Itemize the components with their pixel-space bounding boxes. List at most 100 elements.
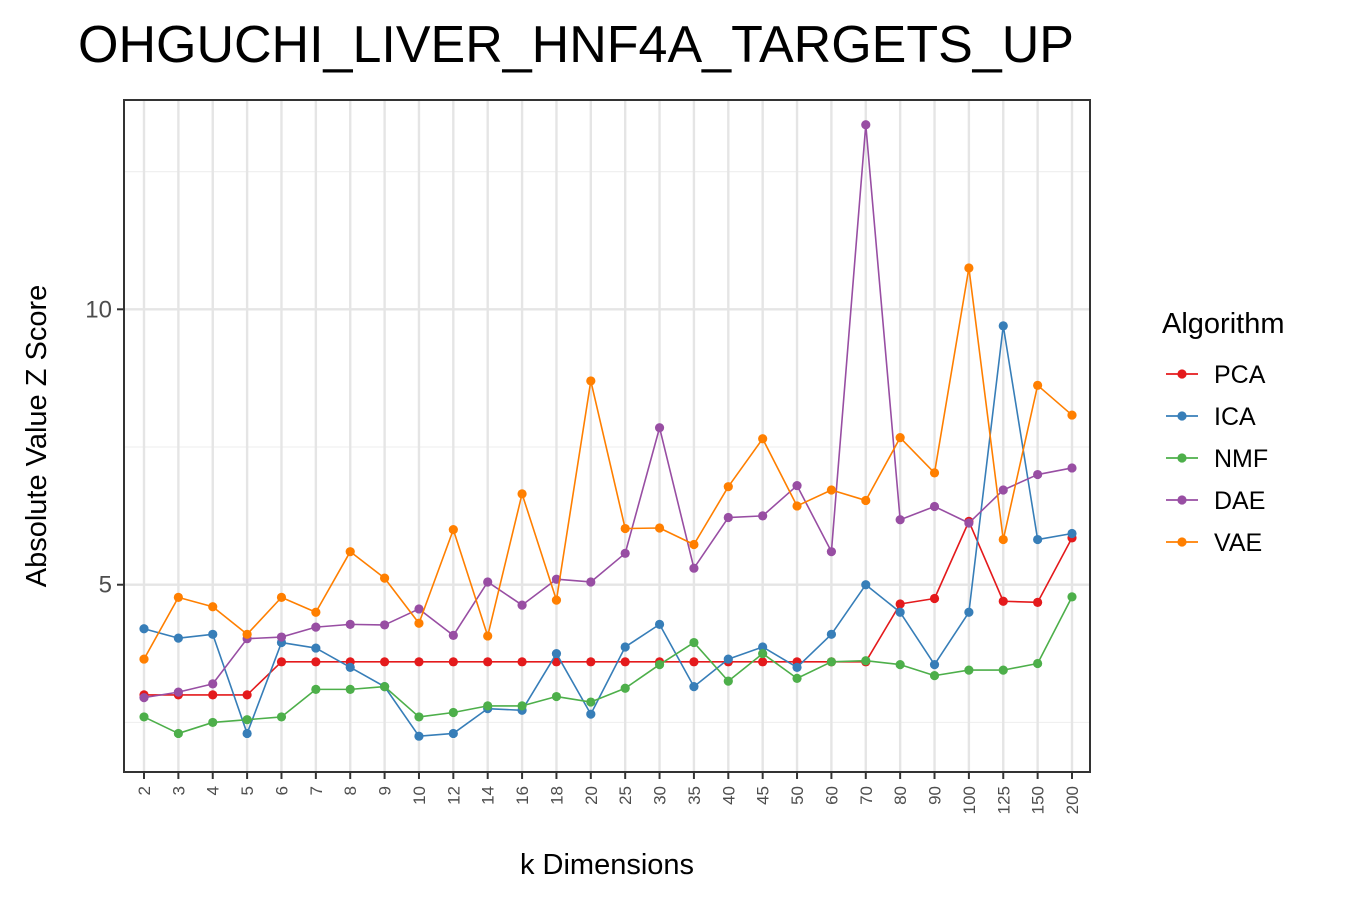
data-point-vae [345, 547, 355, 557]
data-point-dae [620, 548, 630, 558]
data-point-pca [895, 599, 905, 609]
x-tick-label: 2 [135, 786, 154, 795]
data-point-dae [448, 630, 458, 640]
data-point-nmf [792, 673, 802, 683]
x-tick-label: 8 [341, 786, 360, 795]
data-point-vae [242, 629, 252, 639]
data-point-ica [861, 580, 871, 590]
data-point-nmf [654, 659, 665, 670]
data-point-dae [139, 693, 149, 703]
x-tick-label: 50 [788, 786, 807, 805]
data-point-ica [242, 728, 252, 739]
data-point-nmf [276, 712, 287, 722]
legend-key-point [1177, 453, 1187, 463]
series-dae [139, 120, 1077, 703]
data-point-dae [792, 480, 802, 491]
y-tick-label: 10 [85, 296, 112, 323]
series-nmf [139, 592, 1077, 739]
data-point-nmf [345, 684, 355, 694]
x-tick-label: 12 [444, 786, 463, 805]
data-point-vae [654, 523, 665, 533]
data-point-nmf [311, 684, 321, 694]
data-point-nmf [1033, 658, 1043, 669]
data-point-ica [1067, 528, 1077, 539]
x-tick-label: 200 [1063, 786, 1082, 814]
y-axis: 5 10 [85, 296, 124, 599]
data-point-pca [414, 657, 424, 667]
legend-title: Algorithm [1162, 308, 1285, 340]
x-tick-label: 100 [960, 786, 979, 814]
data-point-vae [1067, 410, 1077, 420]
data-point-nmf [242, 715, 252, 725]
data-point-dae [895, 515, 905, 525]
data-point-ica [689, 682, 699, 692]
data-point-ica [723, 654, 733, 664]
data-point-vae [551, 595, 562, 605]
data-point-ica [139, 624, 149, 634]
data-point-pca [586, 657, 596, 667]
series-vae [139, 263, 1077, 664]
data-point-nmf [517, 701, 527, 711]
data-point-ica [792, 662, 802, 672]
x-tick-label: 40 [719, 786, 738, 805]
data-point-dae [826, 547, 837, 557]
data-point-ica [208, 629, 218, 639]
series-line-vae [143, 267, 1073, 660]
x-tick-label: 60 [822, 786, 841, 805]
data-point-pca [208, 690, 218, 700]
x-tick-label: 6 [272, 786, 291, 795]
data-point-ica [654, 619, 665, 629]
data-point-vae [448, 525, 458, 535]
legend-item-ica: ICA [1166, 403, 1256, 431]
series-line-nmf [143, 596, 1073, 735]
data-point-vae [208, 602, 218, 612]
data-point-ica [929, 659, 940, 670]
legend: Algorithm PCA ICA NMF DAE VAE [1162, 308, 1285, 557]
data-point-vae [139, 654, 149, 664]
data-point-pca [620, 657, 630, 667]
x-tick-label: 30 [651, 786, 670, 805]
data-point-ica [345, 662, 355, 672]
data-point-vae [586, 376, 596, 386]
grid [124, 100, 1090, 772]
x-tick-label: 9 [376, 786, 395, 795]
data-point-vae [379, 573, 390, 583]
data-point-ica [758, 642, 768, 652]
data-point-nmf [208, 717, 218, 728]
data-point-dae [689, 563, 699, 573]
x-tick-label: 90 [926, 786, 945, 805]
data-point-ica [895, 607, 905, 617]
x-tick-label: 7 [307, 786, 326, 795]
legend-label-pca: PCA [1214, 361, 1266, 389]
data-point-ica [586, 709, 596, 719]
data-point-vae [311, 607, 321, 617]
data-point-vae [173, 592, 183, 602]
x-tick-label: 150 [1029, 786, 1048, 814]
data-point-dae [379, 620, 390, 630]
series-line-pca [144, 520, 1073, 696]
data-point-vae [1033, 380, 1043, 390]
x-tick-label: 18 [547, 786, 566, 805]
series-line-ica [143, 325, 1073, 738]
data-point-dae [311, 622, 321, 632]
data-point-ica [998, 321, 1008, 331]
data-point-vae [895, 433, 905, 443]
data-point-dae [1033, 469, 1043, 480]
data-point-ica [826, 629, 837, 639]
x-tick-label: 70 [857, 786, 876, 805]
legend-item-nmf: NMF [1166, 445, 1268, 473]
data-point-pca [517, 657, 527, 667]
data-point-nmf [895, 659, 905, 670]
x-tick-label: 45 [754, 786, 773, 805]
legend-item-dae: DAE [1166, 487, 1265, 515]
data-point-dae [723, 512, 733, 523]
x-tick-label: 16 [513, 786, 532, 805]
data-point-nmf [173, 728, 183, 739]
data-point-vae [826, 485, 837, 495]
data-point-ica [173, 633, 183, 643]
legend-item-pca: PCA [1166, 361, 1266, 389]
data-point-vae [414, 618, 424, 628]
legend-label-ica: ICA [1214, 403, 1256, 431]
x-tick-label: 80 [891, 786, 910, 805]
